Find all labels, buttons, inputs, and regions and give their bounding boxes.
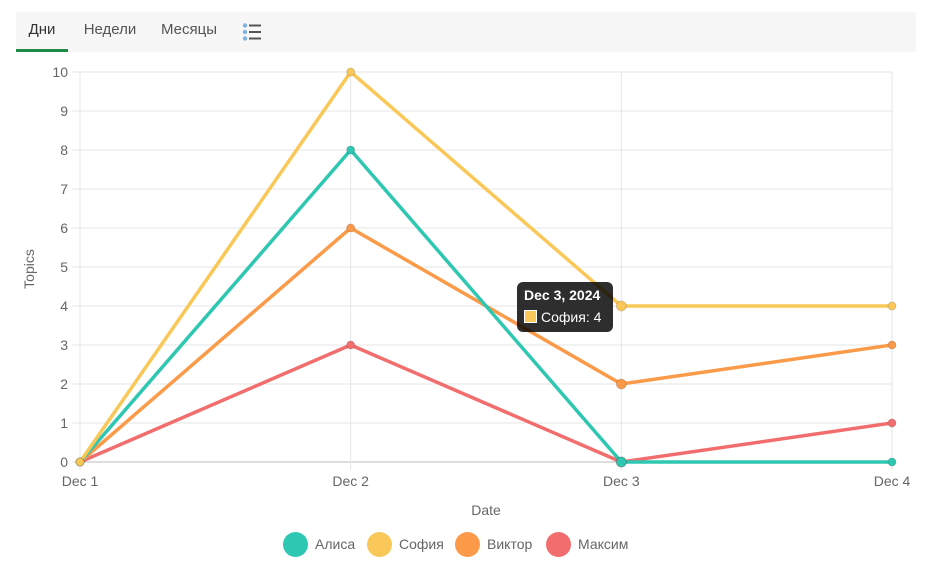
legend-label: Максим <box>578 536 629 552</box>
tab-months[interactable]: Месяцы <box>160 21 217 38</box>
data-point <box>615 300 627 312</box>
y-tick-label: 9 <box>60 103 68 119</box>
x-tick-label: Dec 2 <box>332 473 369 489</box>
data-point <box>346 340 356 350</box>
data-point <box>887 418 897 428</box>
y-tick-label: 0 <box>60 454 68 470</box>
tooltip-color-swatch <box>524 310 537 323</box>
y-tick-label: 2 <box>60 376 68 392</box>
legend-label: Виктор <box>487 536 533 552</box>
data-point <box>346 145 356 155</box>
y-tick-label: 8 <box>60 142 68 158</box>
tab-days[interactable]: Дни <box>16 12 68 52</box>
legend-swatch <box>283 532 308 557</box>
x-tick-label: Dec 1 <box>62 473 99 489</box>
legend-swatch <box>546 532 571 557</box>
y-tick-label: 10 <box>52 64 68 80</box>
tooltip-label: София: 4 <box>541 309 602 325</box>
x-tick-label: Dec 3 <box>603 473 640 489</box>
list-icon[interactable] <box>242 22 262 42</box>
y-tick-label: 5 <box>60 259 68 275</box>
series-line <box>78 70 892 463</box>
x-tick-label: Dec 4 <box>874 473 911 489</box>
series-line <box>78 148 892 464</box>
data-point <box>615 456 627 468</box>
y-tick-label: 3 <box>60 337 68 353</box>
y-tick-label: 4 <box>60 298 68 314</box>
tooltip-title: Dec 3, 2024 <box>524 287 601 303</box>
legend-label: София <box>399 536 444 552</box>
period-tab-bar: Дни Недели Месяцы <box>16 12 916 52</box>
data-point <box>615 378 627 390</box>
chart-tooltip: Dec 3, 2024 София: 4 <box>517 282 613 332</box>
y-tick-label: 7 <box>60 181 68 197</box>
y-axis-label: Topics <box>21 249 37 289</box>
legend-swatch <box>367 532 392 557</box>
data-point <box>75 457 85 467</box>
y-tick-label: 6 <box>60 220 68 236</box>
series-line <box>79 343 893 464</box>
data-point <box>887 340 897 350</box>
data-point <box>346 67 356 77</box>
y-tick-label: 1 <box>60 415 68 431</box>
legend-label: Алиса <box>315 536 356 552</box>
legend-swatch <box>455 532 480 557</box>
data-point <box>887 457 897 467</box>
data-point <box>887 301 897 311</box>
data-point <box>346 223 356 233</box>
x-axis-label: Date <box>471 502 501 518</box>
tab-weeks[interactable]: Недели <box>83 21 137 38</box>
